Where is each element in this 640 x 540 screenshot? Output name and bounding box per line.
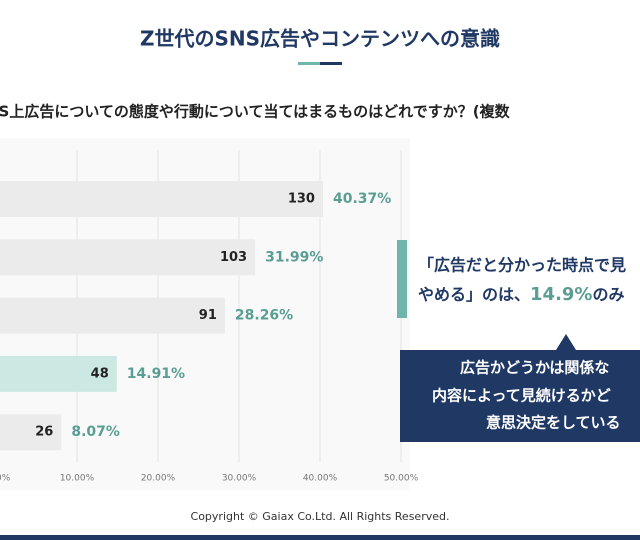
pointer xyxy=(556,334,576,350)
x-tick-label: 50.00% xyxy=(384,474,419,484)
callout-box xyxy=(400,350,640,442)
title-accent xyxy=(298,62,320,65)
bar xyxy=(0,297,225,334)
quote-part: やめる」のは、 xyxy=(418,285,530,304)
quote-bar xyxy=(397,240,407,318)
count-label: 26 xyxy=(35,425,53,440)
footer: Copyright © Gaiax Co.Ltd. All Rights Res… xyxy=(191,510,450,523)
value-label: 40.37% xyxy=(333,191,391,207)
count-label: 103 xyxy=(220,250,247,265)
x-tick-label: 40.00% xyxy=(303,474,338,484)
count-label: 91 xyxy=(199,308,217,323)
quote-text: 「広告だと分かった時点で見 xyxy=(418,256,626,275)
x-tick-label: 0.00% xyxy=(0,474,11,484)
callout-text: 意思決定をしている xyxy=(486,414,621,432)
title-accent xyxy=(320,62,342,65)
x-tick-label: 20.00% xyxy=(141,474,176,484)
bar xyxy=(0,414,62,451)
value-label: 28.26% xyxy=(235,308,293,324)
quote-part: のみ xyxy=(592,285,624,304)
bar xyxy=(0,239,256,276)
bar xyxy=(0,355,117,392)
count-label: 130 xyxy=(288,192,315,207)
value-label: 31.99% xyxy=(265,249,323,265)
quote-text: やめる」のは、14.9%のみ xyxy=(418,284,624,305)
quote-highlight: 14.9% xyxy=(530,284,592,305)
x-tick-label: 10.00% xyxy=(60,474,95,484)
bottom-strip xyxy=(0,535,640,540)
bar xyxy=(0,181,323,217)
callout-text: 内容によって見続けるかど xyxy=(432,387,611,405)
x-tick-label: 30.00% xyxy=(222,474,257,484)
count-label: 48 xyxy=(91,366,109,381)
value-label: 14.91% xyxy=(127,366,185,382)
question: NS上広告についての態度や行動について当てはまるものはどれですか？(複数 xyxy=(0,103,511,121)
callout-text: 広告かどうかは関係な xyxy=(460,359,609,377)
title: Z世代のSNS広告やコンテンツへの意識 xyxy=(140,27,500,51)
value-label: 8.07% xyxy=(71,424,120,440)
